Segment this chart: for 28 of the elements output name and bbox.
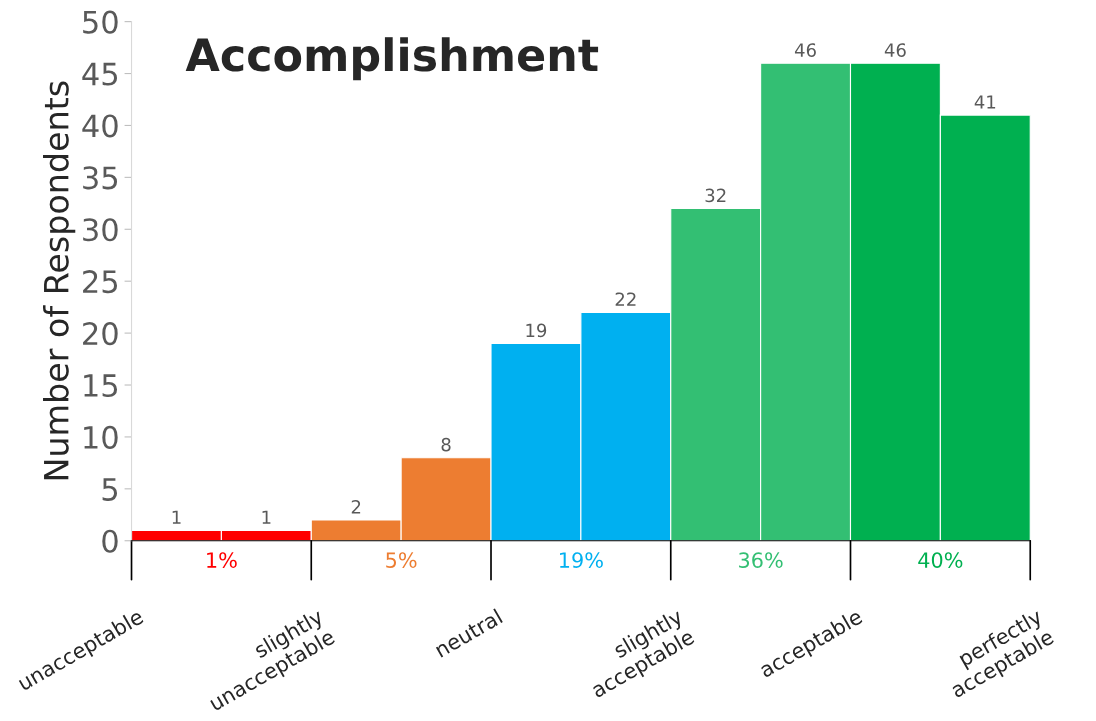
y-tick-label: 50	[83, 10, 118, 34]
y-tick-label: 45	[82, 62, 118, 86]
y-tick-label: 20	[83, 322, 118, 346]
text: 1%	[207, 552, 237, 568]
y-tick-label: 0	[102, 529, 118, 553]
data-label: 19	[526, 323, 547, 338]
text: 19%	[560, 552, 603, 568]
y-tick-label: 25	[83, 270, 118, 294]
data-label: 46	[884, 43, 906, 57]
y-tick-label: 35	[83, 166, 118, 190]
data-label: 1	[172, 510, 181, 524]
y-tick-label: 40	[82, 114, 118, 138]
text: 40%	[918, 552, 963, 568]
y-tick-label: 15	[84, 374, 118, 398]
data-label: 46	[794, 43, 816, 57]
y-tick-label: 30	[83, 218, 118, 242]
data-label: 22	[615, 292, 636, 306]
y-axis-title: Number of Respondents	[43, 81, 76, 480]
chart-title: Accomplishment	[185, 37, 599, 81]
data-label: 41	[974, 95, 996, 109]
y-tick-label: 10	[84, 425, 118, 449]
text: 5%	[386, 552, 417, 568]
text: 36%	[739, 552, 783, 568]
data-label: 32	[705, 188, 726, 203]
data-label: 1	[262, 510, 271, 524]
y-tick-label: 5	[102, 478, 118, 501]
data-label: 2	[351, 500, 361, 514]
data-label: 8	[441, 437, 451, 452]
